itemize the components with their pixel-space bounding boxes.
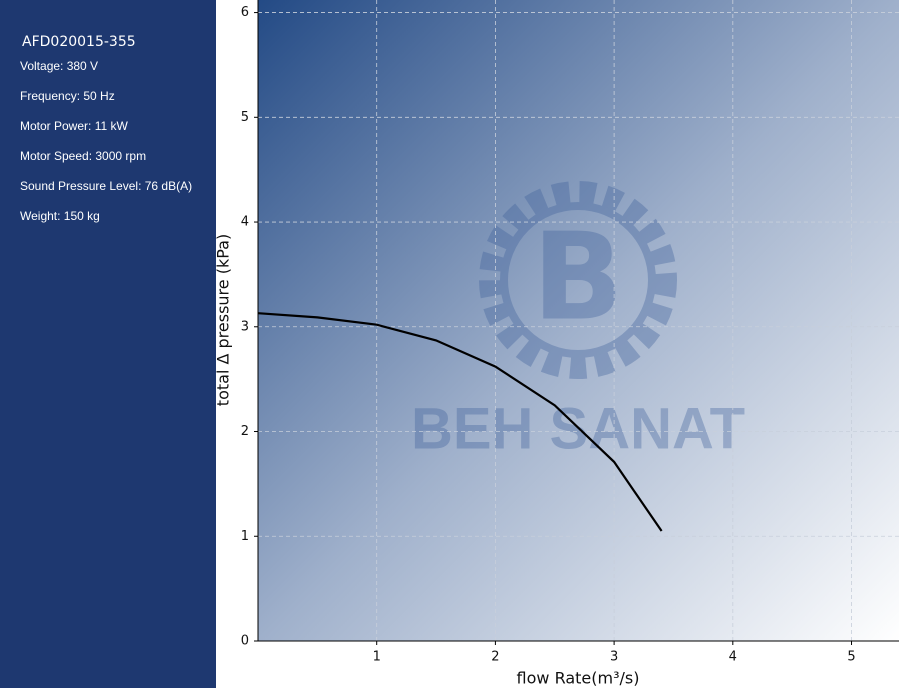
y-tick-label: 3 <box>241 319 249 334</box>
spec-item: Frequency: 50 Hz <box>20 89 115 103</box>
svg-text:B: B <box>532 209 623 348</box>
spec-item: Weight: 150 kg <box>20 209 100 223</box>
x-tick-label: 4 <box>729 650 737 665</box>
sidebar <box>0 0 216 688</box>
y-tick-label: 2 <box>241 424 249 439</box>
spec-item: Motor Speed: 3000 rpm <box>20 149 146 163</box>
spec-item: Motor Power: 11 kW <box>20 119 128 133</box>
x-tick-label: 2 <box>491 650 499 665</box>
watermark-logo: B <box>479 181 677 379</box>
y-tick-label: 0 <box>241 634 249 649</box>
y-tick-label: 5 <box>241 110 249 125</box>
sidebar-title: AFD020015-355 <box>22 34 136 50</box>
y-tick-label: 4 <box>241 215 249 230</box>
spec-list: Voltage: 380 V Frequency: 50 Hz Motor Powe… <box>20 59 192 223</box>
curve <box>257 312 663 532</box>
x-tick-label: 1 <box>373 650 381 665</box>
y-tick-label: 6 <box>241 5 249 20</box>
y-axis-label: total Δ pressure (kPa) <box>214 234 233 406</box>
x-tick-label: 3 <box>610 650 618 665</box>
plot-area <box>258 0 899 641</box>
y-tick-label: 1 <box>241 529 249 544</box>
spec-item: Sound Pressure Level: 76 dB(A) <box>20 179 192 193</box>
x-tick-label: 5 <box>847 650 855 665</box>
spec-item: Voltage: 380 V <box>20 59 98 73</box>
x-axis-label: flow Rate(m³/s) <box>517 669 640 688</box>
